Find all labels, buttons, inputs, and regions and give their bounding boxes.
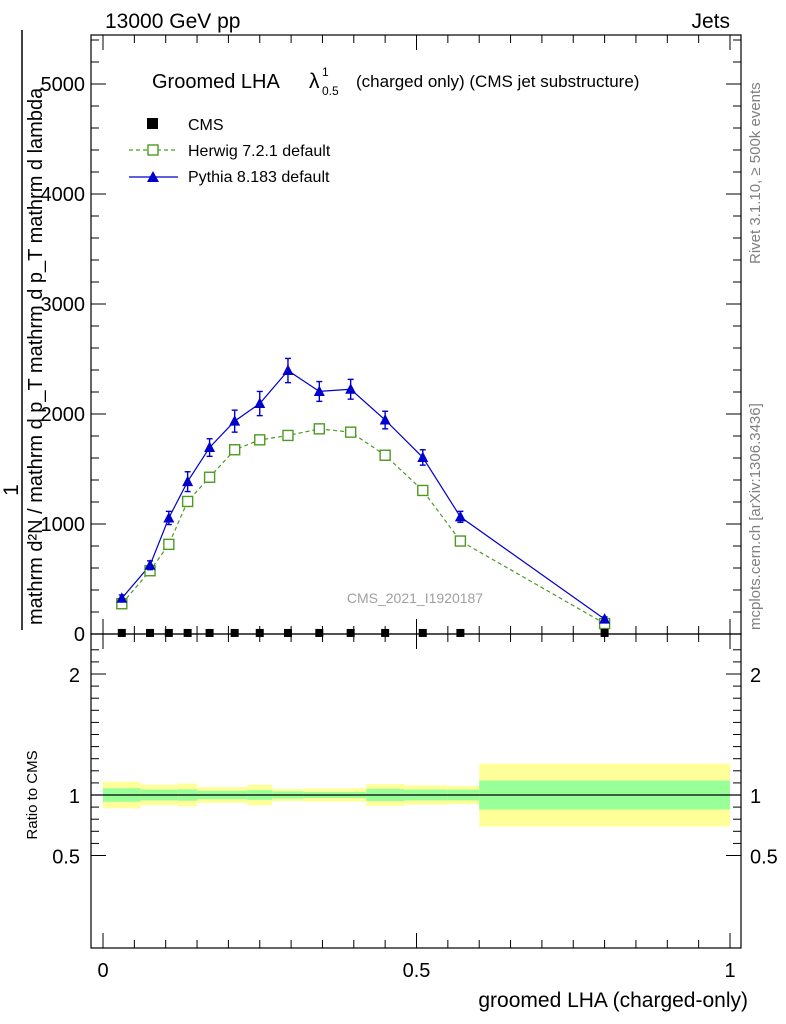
pythia-point xyxy=(204,441,216,453)
legend-pythia-marker xyxy=(147,171,159,182)
cms-point xyxy=(418,628,427,637)
herwig-point xyxy=(313,423,326,435)
pythia-point xyxy=(144,559,156,570)
herwig-point xyxy=(181,495,194,508)
pythia-point xyxy=(116,592,128,603)
main-ytick-label: 3000 xyxy=(41,294,86,316)
pythia-point xyxy=(379,414,391,425)
rivet-label: Rivet 3.1.10, ≥ 500k events xyxy=(747,82,764,264)
ratio-ytick-label: 0.5 xyxy=(52,847,80,869)
pythia-point xyxy=(163,511,175,523)
mcplots-label: mcplots.cern.ch [arXiv:1306.3436] xyxy=(747,403,764,630)
cms-point xyxy=(146,628,155,637)
pythia-point xyxy=(454,510,466,522)
title-lambda: λ xyxy=(309,70,320,93)
legend-herwig-label: Herwig 7.2.1 default xyxy=(188,143,331,160)
main-ytick-label: 5000 xyxy=(41,74,86,96)
cms-point xyxy=(283,628,292,637)
energy-label: 13000 GeV pp xyxy=(105,10,240,33)
herwig-point xyxy=(417,484,429,497)
analysis-watermark: CMS_2021_I1920187 xyxy=(347,590,483,606)
cms-point xyxy=(255,628,264,637)
main-ytick-label: 1000 xyxy=(41,514,86,536)
ratio-ytick-label: 2 xyxy=(69,665,80,687)
ratio-ylabel: Ratio to CMS xyxy=(24,750,41,839)
ratio-xtick-labels: 0 0.5 1 xyxy=(97,960,735,982)
cms-point xyxy=(381,628,390,637)
pythia-point xyxy=(282,364,294,376)
ratio-ytick-label-right: 0.5 xyxy=(750,847,778,869)
main-ylabel: 1 mathrm d²N / mathrm d p_T mathrm d p_T… xyxy=(0,30,47,630)
cms-point xyxy=(205,628,214,637)
title-rest: (charged only) (CMS jet substructure) xyxy=(356,72,639,91)
herwig-line xyxy=(121,428,605,625)
pythia-point xyxy=(345,383,357,394)
pythia-point xyxy=(599,613,611,624)
ratio-ytick-label-right: 1 xyxy=(750,786,761,808)
ratio-xtick-label: 0 xyxy=(97,960,108,982)
cms-point xyxy=(456,628,465,637)
main-data xyxy=(116,357,611,637)
main-ytick-label: 0 xyxy=(74,624,85,646)
pythia-point xyxy=(313,385,325,396)
ylabel-numerator-one: 1 xyxy=(0,484,23,496)
title-superscript: 1 xyxy=(322,65,329,79)
pythia-point xyxy=(229,415,241,426)
ylabel-denominator: mathrm d²N / mathrm d p_T mathrm d p_T m… xyxy=(25,87,47,625)
legend-cms-label: CMS xyxy=(188,117,224,134)
pythia-point xyxy=(254,397,266,409)
legend-herwig-marker xyxy=(147,144,159,156)
cms-point xyxy=(230,628,239,637)
herwig-point xyxy=(228,444,241,456)
pythia-line xyxy=(121,369,605,620)
herwig-point xyxy=(254,434,266,446)
herwig-point xyxy=(379,449,391,461)
xlabel: groomed LHA (charged-only) xyxy=(478,989,748,1012)
cms-point xyxy=(183,628,192,637)
ratio-ticks xyxy=(91,634,741,948)
herwig-point xyxy=(163,538,175,551)
main-ytick-labels: 0 1000 2000 3000 4000 5000 xyxy=(41,74,86,646)
cms-point xyxy=(600,628,609,637)
cms-point xyxy=(315,628,324,637)
legend-pythia-label: Pythia 8.183 default xyxy=(188,169,330,186)
herwig-point xyxy=(203,471,216,483)
jets-label: Jets xyxy=(691,10,730,33)
ratio-ytick-label-right: 2 xyxy=(750,665,761,687)
legend: CMS Herwig 7.2.1 default Pythia 8.183 de… xyxy=(129,117,331,186)
pythia-point xyxy=(182,475,194,487)
main-title: Groomed LHA λ 1 0.5 (charged only) (CMS … xyxy=(152,65,639,98)
cms-point xyxy=(164,628,173,637)
ratio-xtick-label: 0.5 xyxy=(403,960,431,982)
legend-cms-marker xyxy=(147,118,158,129)
ratio-xtick-label: 1 xyxy=(724,960,735,982)
herwig-point xyxy=(282,429,294,442)
pythia-point xyxy=(417,451,429,462)
cms-point xyxy=(346,628,355,637)
ratio-ytick-label: 1 xyxy=(69,786,80,808)
herwig-point xyxy=(454,535,467,547)
main-ytick-label: 2000 xyxy=(41,404,86,426)
title-subscript: 0.5 xyxy=(322,84,339,98)
ratio-ytick-labels: 0.5 0.5 1 1 2 2 xyxy=(52,665,778,869)
title-main: Groomed LHA xyxy=(152,71,280,93)
main-ytick-label: 4000 xyxy=(41,184,86,206)
cms-point xyxy=(117,628,126,637)
herwig-point xyxy=(344,426,357,438)
